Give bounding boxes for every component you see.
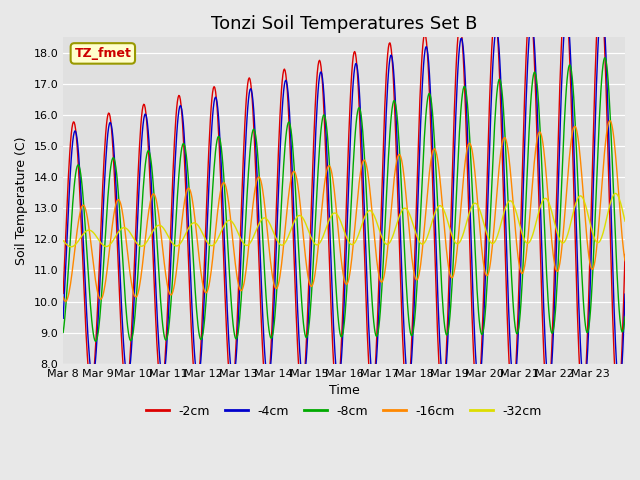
- X-axis label: Time: Time: [329, 384, 360, 397]
- Title: Tonzi Soil Temperatures Set B: Tonzi Soil Temperatures Set B: [211, 15, 477, 33]
- Y-axis label: Soil Temperature (C): Soil Temperature (C): [15, 136, 28, 265]
- Legend: -2cm, -4cm, -8cm, -16cm, -32cm: -2cm, -4cm, -8cm, -16cm, -32cm: [141, 400, 547, 423]
- Text: TZ_fmet: TZ_fmet: [74, 47, 131, 60]
